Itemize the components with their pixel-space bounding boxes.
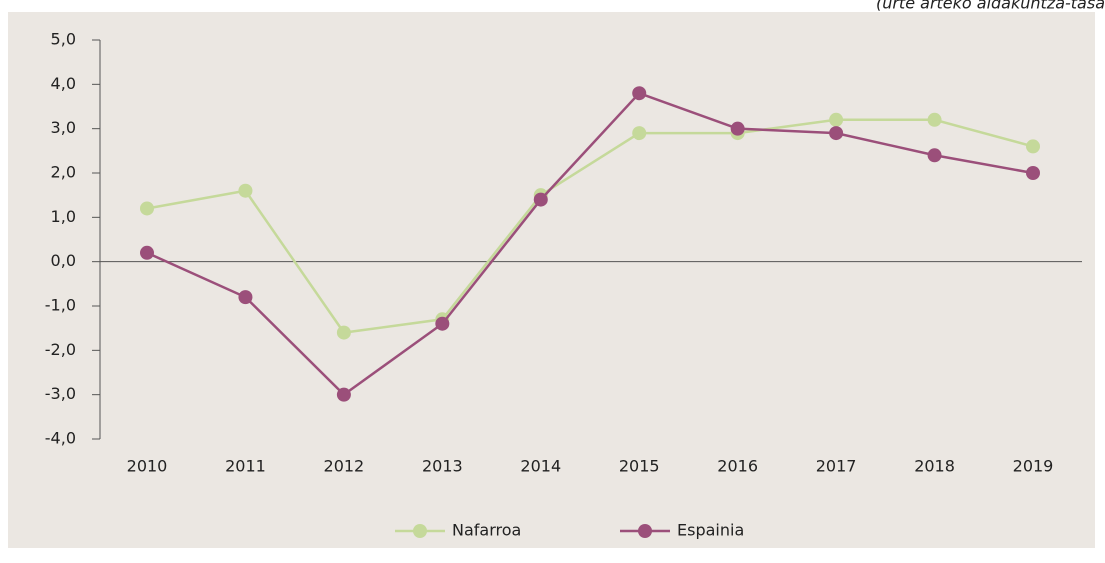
- x-tick-label: 2010: [127, 457, 168, 476]
- data-point: [1026, 166, 1040, 180]
- data-point: [632, 126, 647, 141]
- y-tick-label: 3,0: [51, 118, 76, 137]
- data-point: [829, 112, 844, 127]
- plot-background: [8, 12, 1095, 548]
- data-point: [927, 148, 942, 163]
- data-point: [435, 316, 450, 331]
- data-point: [1026, 139, 1040, 154]
- x-tick-label: 2013: [422, 457, 463, 476]
- data-point: [632, 86, 647, 101]
- data-point: [336, 387, 351, 402]
- x-tick-label: 2012: [324, 457, 365, 476]
- y-tick-label: -1,0: [45, 296, 76, 315]
- y-tick-label: 5,0: [51, 30, 76, 49]
- data-point: [730, 121, 745, 136]
- data-point: [238, 183, 253, 198]
- data-point: [336, 325, 351, 340]
- data-point: [533, 192, 548, 207]
- x-tick-label: 2018: [914, 457, 955, 476]
- data-point: [829, 126, 844, 141]
- y-tick-label: 1,0: [51, 207, 76, 226]
- y-tick-label: -4,0: [45, 429, 76, 448]
- x-tick-label: 2019: [1013, 457, 1054, 476]
- legend-label: Espainia: [677, 521, 744, 540]
- data-point: [238, 290, 253, 305]
- series-line: [146, 91, 1034, 397]
- data-point: [140, 201, 154, 216]
- legend-marker: [413, 524, 427, 538]
- chart-subtitle: (urte arteko aldakuntza-tasa: [876, 0, 1105, 13]
- y-tick-label: 4,0: [51, 74, 76, 93]
- x-tick-label: 2015: [619, 457, 660, 476]
- data-point: [140, 245, 154, 260]
- y-tick-label: 2,0: [51, 163, 76, 182]
- x-tick-label: 2017: [816, 457, 857, 476]
- x-tick-label: 2016: [717, 457, 758, 476]
- series-line: [146, 118, 1034, 334]
- data-point: [927, 112, 942, 127]
- legend-label: Nafarroa: [452, 521, 521, 540]
- x-tick-label: 2014: [520, 457, 561, 476]
- y-tick-label: 0,0: [51, 251, 76, 270]
- y-tick-label: -2,0: [45, 340, 76, 359]
- x-tick-label: 2011: [225, 457, 266, 476]
- y-tick-label: -3,0: [45, 384, 76, 403]
- legend-marker: [638, 524, 652, 538]
